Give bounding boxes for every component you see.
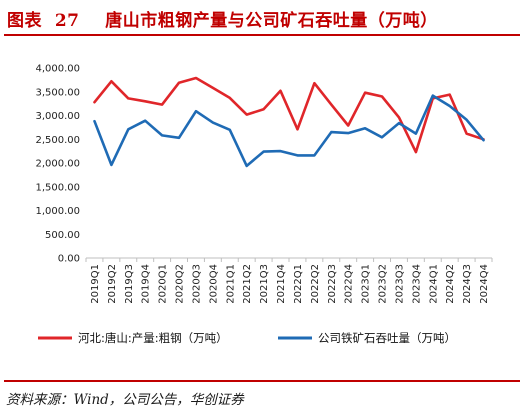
x-tick-label: 2022Q4 [344,264,355,304]
y-tick-label: 2,500.00 [35,135,80,146]
y-tick-label: 3,500.00 [35,87,80,98]
x-tick-label: 2024Q1 [428,264,439,304]
y-tick-label: 1,000.00 [35,206,80,217]
title-prefix: 图表 [7,11,42,31]
x-tick-label: 2020Q3 [191,264,202,304]
x-tick-label: 2021Q3 [259,264,270,304]
y-tick-label: 500.00 [45,230,80,241]
legend-label: 公司铁矿石吞吐量（万吨） [318,331,456,345]
x-tick-label: 2019Q4 [141,264,152,304]
series-line-company-ore [93,94,485,168]
y-tick-label: 1,500.00 [35,182,80,193]
x-tick-label: 2024Q2 [445,264,456,304]
x-tick-label: 2023Q3 [394,264,405,304]
x-tick-label: 2022Q1 [293,264,304,304]
x-tick-label: 2021Q4 [276,264,287,304]
x-tick-label: 2023Q4 [411,264,422,304]
y-tick-label: 3,000.00 [35,111,80,122]
footer-divider [4,380,520,382]
x-tick-label: 2019Q2 [107,264,118,304]
y-tick-label: 4,000.00 [35,64,80,75]
y-tick-label: 0.00 [58,254,80,265]
x-tick-label: 2020Q2 [175,264,186,304]
series-line-tangshan-steel [93,76,485,154]
chart-title-bar: 图表 27 唐山市粗钢产量与公司矿石吞吐量（万吨） [0,0,524,36]
x-tick-label: 2024Q3 [462,264,473,304]
x-tick-label: 2023Q2 [378,264,389,304]
x-tick-label: 2020Q1 [158,264,169,304]
x-tick-label: 2021Q1 [225,264,236,304]
x-tick-label: 2023Q1 [361,264,372,304]
x-tick-label: 2019Q1 [90,264,101,304]
chart-title: 图表 27 唐山市粗钢产量与公司矿石吞吐量（万吨） [7,6,438,31]
x-tick-label: 2021Q2 [242,264,253,304]
x-tick-label: 2022Q2 [310,264,321,304]
x-tick-label: 2024Q4 [479,264,490,304]
x-tick-label: 2022Q3 [327,264,338,304]
title-underline [4,34,520,36]
title-text: 唐山市粗钢产量与公司矿石吞吐量（万吨） [105,11,438,31]
x-tick-label: 2019Q3 [124,264,135,304]
source-note: 资料来源：Wind，公司公告，华创证券 [6,392,244,408]
title-number: 27 [54,11,80,31]
y-tick-label: 2,000.00 [35,159,80,170]
legend-label: 河北:唐山:产量:粗钢（万吨） [78,331,228,345]
x-tick-label: 2020Q4 [208,264,219,304]
